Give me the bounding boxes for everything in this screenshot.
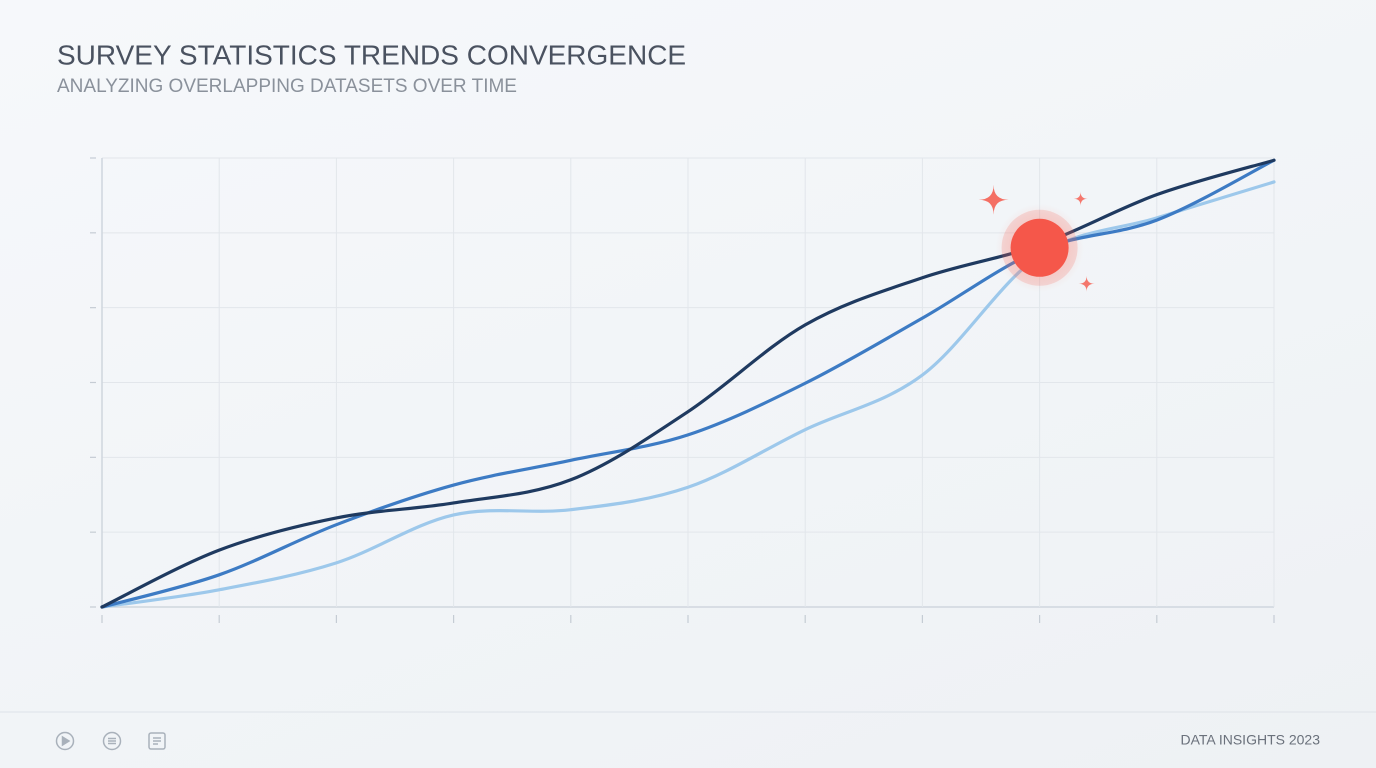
menu-glyph: [108, 737, 116, 745]
notes-glyph: [153, 737, 161, 745]
footer-icons: [55, 731, 166, 751]
footer-label: DATA INSIGHTS 2023: [1180, 732, 1320, 748]
chart-title: SURVEY STATISTICS TRENDS CONVERGENCE: [57, 39, 686, 70]
chart-subtitle: ANALYZING OVERLAPPING DATASETS OVER TIME: [57, 76, 517, 97]
sparkle: [1078, 275, 1095, 292]
sparkle: [978, 184, 1009, 215]
plot-area: [90, 157, 1276, 623]
sparkle: [1073, 191, 1088, 206]
play-icon[interactable]: [55, 731, 75, 751]
notes-icon[interactable]: [148, 732, 166, 750]
play-glyph: [61, 735, 71, 747]
highlight-point: [1010, 218, 1069, 277]
menu-icon[interactable]: [102, 731, 122, 751]
